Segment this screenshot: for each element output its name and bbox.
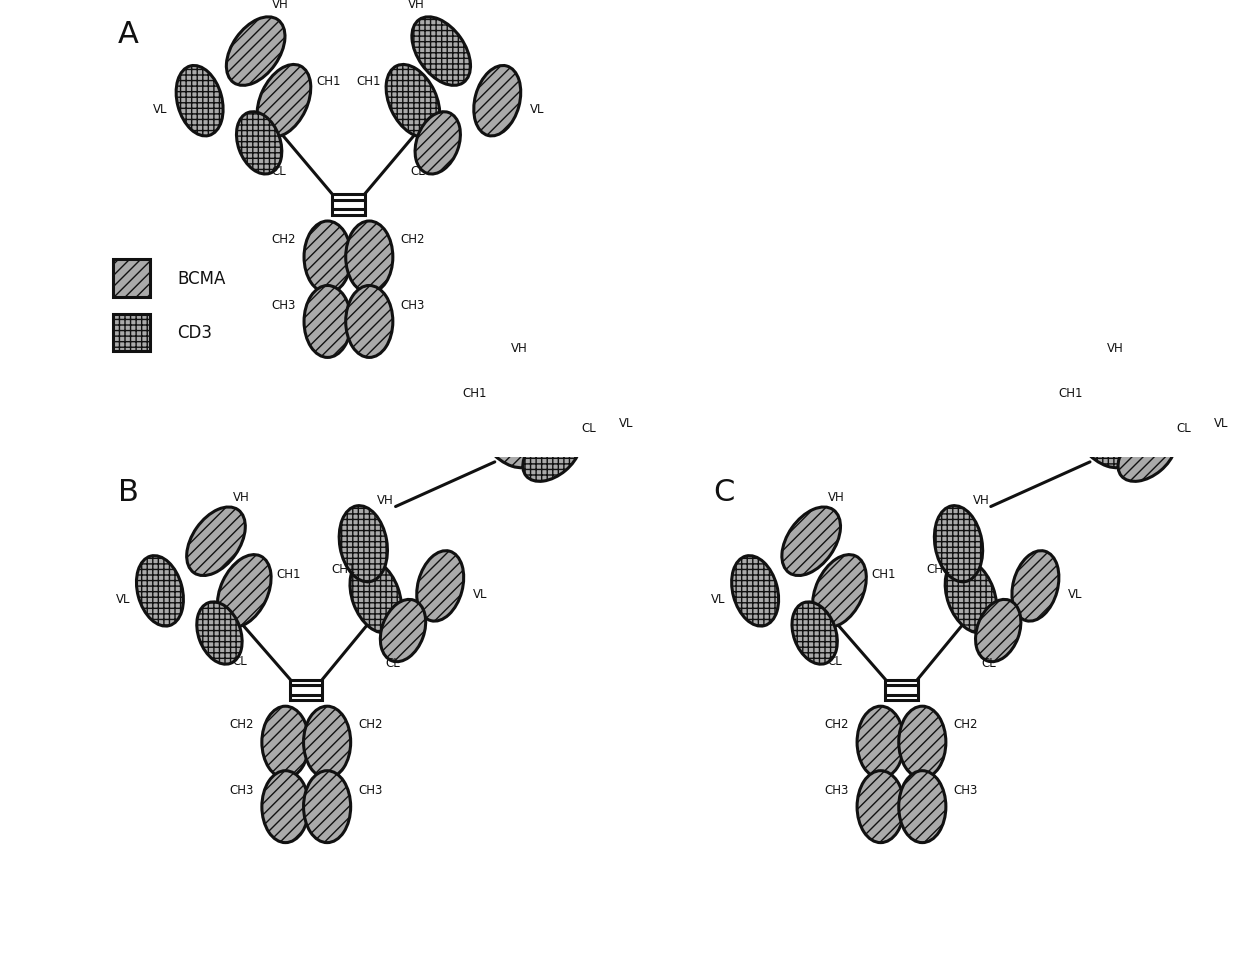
Text: CH2: CH2 bbox=[229, 718, 254, 731]
Ellipse shape bbox=[899, 706, 946, 779]
Ellipse shape bbox=[1100, 364, 1164, 422]
Ellipse shape bbox=[136, 556, 184, 626]
Text: CL: CL bbox=[410, 165, 425, 177]
Text: CH1: CH1 bbox=[277, 567, 301, 580]
Ellipse shape bbox=[217, 555, 272, 627]
Text: VL: VL bbox=[115, 592, 130, 605]
Text: CL: CL bbox=[981, 657, 996, 670]
Text: CL: CL bbox=[582, 421, 596, 435]
Text: CH2: CH2 bbox=[401, 233, 425, 246]
Ellipse shape bbox=[976, 599, 1021, 662]
Text: VH: VH bbox=[1106, 342, 1123, 355]
Ellipse shape bbox=[257, 66, 311, 138]
Ellipse shape bbox=[304, 222, 351, 294]
Text: B: B bbox=[118, 477, 139, 506]
Text: VL: VL bbox=[529, 103, 544, 115]
Text: VL: VL bbox=[153, 103, 167, 115]
Ellipse shape bbox=[237, 112, 281, 174]
Text: VH: VH bbox=[511, 342, 528, 355]
Text: CL: CL bbox=[386, 657, 401, 670]
Ellipse shape bbox=[1151, 385, 1208, 445]
Text: CH2: CH2 bbox=[825, 718, 849, 731]
Ellipse shape bbox=[304, 706, 351, 779]
Ellipse shape bbox=[346, 222, 393, 294]
Ellipse shape bbox=[556, 385, 613, 445]
Ellipse shape bbox=[476, 402, 538, 468]
Text: CH3: CH3 bbox=[272, 298, 296, 312]
Text: CH3: CH3 bbox=[954, 783, 978, 796]
Ellipse shape bbox=[350, 559, 402, 633]
Text: CH2: CH2 bbox=[954, 718, 978, 731]
Ellipse shape bbox=[857, 771, 904, 842]
Text: C: C bbox=[713, 477, 734, 506]
Text: CH1: CH1 bbox=[316, 75, 341, 89]
Ellipse shape bbox=[1118, 428, 1176, 482]
Text: VH: VH bbox=[827, 491, 844, 503]
Text: VL: VL bbox=[619, 416, 634, 429]
Ellipse shape bbox=[176, 67, 223, 137]
Text: CH1: CH1 bbox=[872, 567, 897, 580]
Ellipse shape bbox=[899, 771, 946, 842]
Ellipse shape bbox=[227, 18, 285, 87]
Text: VL: VL bbox=[1068, 587, 1083, 600]
Text: CH3: CH3 bbox=[401, 298, 425, 312]
Text: CH2: CH2 bbox=[358, 718, 383, 731]
Ellipse shape bbox=[474, 67, 521, 137]
Text: CH3: CH3 bbox=[358, 783, 383, 796]
Bar bbox=[332, 195, 365, 216]
Ellipse shape bbox=[945, 559, 997, 633]
Ellipse shape bbox=[304, 286, 351, 358]
Text: CL: CL bbox=[232, 654, 247, 667]
Text: CH2: CH2 bbox=[272, 233, 296, 246]
Text: CH1: CH1 bbox=[331, 562, 356, 576]
Text: CH1: CH1 bbox=[926, 562, 951, 576]
Text: CH1: CH1 bbox=[1058, 387, 1083, 399]
Ellipse shape bbox=[340, 506, 387, 582]
Ellipse shape bbox=[792, 602, 837, 664]
Ellipse shape bbox=[346, 286, 393, 358]
Ellipse shape bbox=[812, 555, 867, 627]
Ellipse shape bbox=[523, 428, 580, 482]
Ellipse shape bbox=[1071, 402, 1133, 468]
Ellipse shape bbox=[1012, 551, 1059, 621]
Ellipse shape bbox=[935, 506, 982, 582]
Text: CH3: CH3 bbox=[825, 783, 849, 796]
Text: CL: CL bbox=[1177, 421, 1192, 435]
Ellipse shape bbox=[187, 507, 246, 576]
Text: VH: VH bbox=[232, 491, 249, 503]
Text: CL: CL bbox=[272, 165, 286, 177]
Ellipse shape bbox=[417, 551, 464, 621]
Text: A: A bbox=[118, 20, 139, 49]
Ellipse shape bbox=[381, 599, 425, 662]
Text: BCMA: BCMA bbox=[177, 270, 226, 288]
Ellipse shape bbox=[197, 602, 242, 664]
Text: CH3: CH3 bbox=[229, 783, 254, 796]
Text: VH: VH bbox=[972, 493, 990, 506]
Ellipse shape bbox=[412, 18, 470, 87]
Ellipse shape bbox=[304, 771, 351, 842]
Text: CH1: CH1 bbox=[356, 75, 381, 89]
Ellipse shape bbox=[415, 112, 460, 174]
Ellipse shape bbox=[386, 66, 440, 138]
Ellipse shape bbox=[782, 507, 841, 576]
Text: VL: VL bbox=[1214, 416, 1229, 429]
Bar bbox=[885, 679, 918, 700]
Ellipse shape bbox=[262, 706, 309, 779]
Text: CD3: CD3 bbox=[177, 324, 212, 342]
Bar bbox=[290, 679, 322, 700]
Text: VH: VH bbox=[408, 0, 425, 11]
Text: VH: VH bbox=[377, 493, 394, 506]
Text: VL: VL bbox=[711, 592, 725, 605]
Text: CL: CL bbox=[827, 654, 842, 667]
Text: VH: VH bbox=[272, 0, 289, 11]
Bar bbox=[113, 314, 150, 352]
Ellipse shape bbox=[732, 556, 779, 626]
Text: CH1: CH1 bbox=[463, 387, 487, 399]
Ellipse shape bbox=[262, 771, 309, 842]
Ellipse shape bbox=[857, 706, 904, 779]
Ellipse shape bbox=[505, 364, 569, 422]
Text: VL: VL bbox=[472, 587, 487, 600]
Bar bbox=[113, 260, 150, 297]
